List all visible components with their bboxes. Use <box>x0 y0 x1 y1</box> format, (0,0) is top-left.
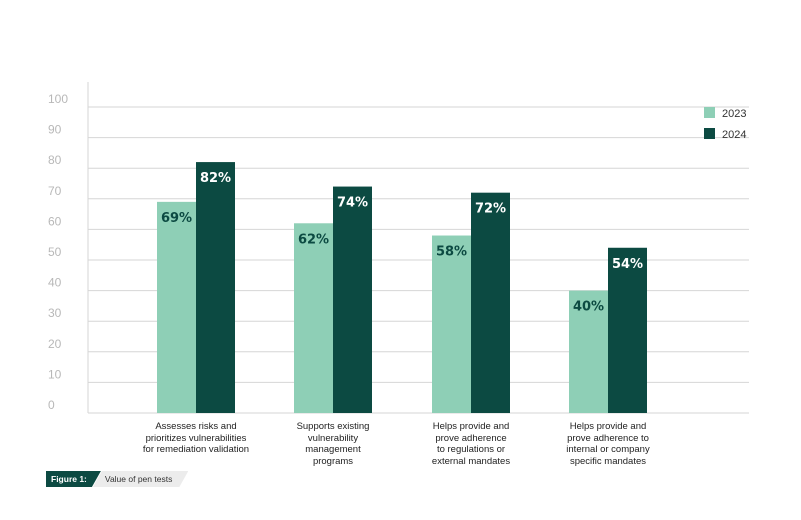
data-label-2023: 40% <box>573 300 604 315</box>
legend: 2023 2024 <box>704 107 746 141</box>
y-tick-label: 80 <box>48 153 62 167</box>
y-tick-label: 90 <box>48 123 62 137</box>
y-tick-label: 10 <box>48 367 62 381</box>
data-labels: 69% 82% 62% 74% 58% 72% 40% 54% <box>161 171 643 315</box>
data-label-2024: 54% <box>612 257 643 272</box>
data-label-2023: 58% <box>436 245 467 260</box>
legend-label-2024: 2024 <box>722 129 746 141</box>
legend-label-2023: 2023 <box>722 108 746 120</box>
legend-swatch-2023 <box>704 107 715 118</box>
data-label-2024: 82% <box>200 171 231 186</box>
category-label: Assesses risks and prioritizes vulnerabi… <box>142 421 250 455</box>
legend-swatch-2024 <box>704 128 715 139</box>
category-label: Helps provide and prove adherence to int… <box>566 421 650 467</box>
y-tick-label: 100 <box>48 92 68 106</box>
y-tick-label: 60 <box>48 214 62 228</box>
y-tick-label: 50 <box>48 245 62 259</box>
category-label: Supports existing vulnerability manageme… <box>296 421 370 467</box>
data-label-2023: 69% <box>161 211 192 226</box>
bar-2024 <box>471 192 510 413</box>
category-label: Helps provide and prove adherence to reg… <box>431 421 511 467</box>
bar-2024 <box>608 247 647 413</box>
figure-caption: Figure 1: Value of pen tests <box>46 471 188 487</box>
y-tick-label: 70 <box>48 184 62 198</box>
y-tick-label: 20 <box>48 337 62 351</box>
bar-2023 <box>294 223 333 413</box>
bar-2024 <box>333 186 372 413</box>
y-tick-label: 0 <box>48 398 55 412</box>
y-axis-tick-labels: 0 10 20 30 40 50 60 70 80 90 100 <box>48 92 68 412</box>
figure-title: Value of pen tests <box>93 471 188 487</box>
figure-number: Figure 1: <box>46 471 101 487</box>
data-label-2024: 74% <box>337 196 368 211</box>
bar-2023 <box>157 201 196 413</box>
y-tick-label: 40 <box>48 276 62 290</box>
data-label-2024: 72% <box>475 202 506 217</box>
bar-2023 <box>569 290 608 413</box>
bars <box>157 162 647 413</box>
bar-2024 <box>196 162 235 413</box>
y-tick-label: 30 <box>48 306 62 320</box>
bar-2023 <box>432 235 471 413</box>
data-label-2023: 62% <box>298 232 329 247</box>
